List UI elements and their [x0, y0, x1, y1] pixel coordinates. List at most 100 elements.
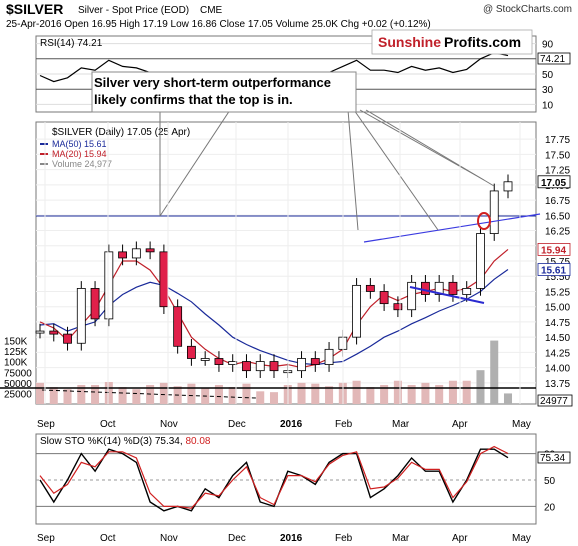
candle-body — [76, 288, 86, 344]
volume-bar — [476, 370, 485, 404]
price-tag-label: 15.94 — [541, 245, 566, 256]
sto-d-line — [39, 445, 509, 509]
x-axis-label: Feb — [335, 533, 353, 544]
x-axis-label: Dec — [228, 419, 246, 430]
volume-bar — [380, 384, 389, 404]
price-tag-label: 17.05 — [541, 178, 566, 189]
candle-body — [379, 291, 389, 305]
candle-body — [365, 284, 375, 292]
volume-bar — [49, 387, 58, 404]
candle-body — [159, 251, 169, 308]
volume-current-tag — [537, 394, 573, 407]
volume-tick-label: 150K — [4, 337, 28, 348]
price-tick-label: 14.00 — [545, 364, 570, 375]
x-axis-label: Mar — [392, 533, 410, 544]
breakout-circle — [477, 212, 491, 230]
chart-exchange: CME — [200, 5, 223, 16]
chart-name: Silver - Spot Price (EOD) — [78, 5, 189, 16]
price-tick-label: 17.75 — [545, 135, 570, 146]
quote-line: 25-Apr-2016 Open 16.95 High 17.19 Low 16… — [6, 19, 431, 30]
candle-body — [324, 348, 334, 365]
x-axis-label: Oct — [100, 533, 116, 544]
volume-tick-label: 25000 — [4, 389, 32, 400]
candle-body — [104, 251, 114, 320]
volume-current-label: 24977 — [540, 396, 568, 407]
candle-body — [118, 251, 127, 259]
volume-bar — [352, 380, 361, 404]
volume-bar — [104, 382, 113, 404]
rsi-current-label: 74.21 — [540, 54, 565, 65]
rsi-tick-label: 50 — [542, 70, 554, 81]
volume-bar — [242, 383, 251, 404]
candle-body — [49, 330, 59, 335]
price-tag-label: 15.61 — [541, 266, 566, 277]
candle-body — [145, 248, 155, 253]
annotation-text: Silver very short-term outperformance li… — [94, 75, 331, 107]
x-axis-label: Apr — [452, 533, 468, 544]
rsi-tick-label: 10 — [542, 100, 554, 111]
sto-current-tag — [537, 451, 571, 464]
volume-bar — [407, 384, 416, 404]
rsi-label: RSI(14) 74.21 — [40, 38, 103, 49]
candle-body — [489, 190, 499, 234]
copyright-text: @ StockCharts.com — [483, 4, 572, 15]
candle-body — [200, 358, 210, 361]
sto-label: Slow STO %K(14) %D(3) 75.34, 80.08 — [40, 436, 211, 447]
price-tick-label: 17.25 — [545, 166, 570, 177]
volume-bar — [366, 387, 375, 404]
volume-bar — [187, 383, 196, 404]
legend-label: MA(20) 15.94 — [52, 149, 107, 159]
x-axis-label: 2016 — [280, 533, 303, 544]
price-tick-label: 15.75 — [545, 257, 570, 268]
x-axis-label: Mar — [392, 419, 410, 430]
price-tick-label: 14.75 — [545, 318, 570, 329]
brand-part1: Sunshine — [378, 34, 441, 50]
volume-bar — [77, 384, 86, 404]
x-axis-label: May — [512, 419, 531, 430]
price-tick-label: 16.25 — [545, 227, 570, 238]
rsi-tick-label: 90 — [542, 40, 554, 51]
volume-bar — [421, 382, 430, 404]
candle-body — [269, 361, 279, 372]
price-tag-box — [537, 175, 571, 189]
candle-body — [131, 248, 141, 259]
volume-bar — [490, 340, 499, 404]
upper-trend-line — [363, 213, 541, 243]
price-tick-label: 16.50 — [545, 211, 570, 222]
candle-body — [407, 281, 417, 311]
candle-body — [393, 303, 403, 311]
price-tick-label: 15.00 — [545, 303, 570, 314]
legend-label: Volume 24,977 — [52, 159, 112, 169]
volume-tick-label: 125K — [4, 347, 28, 358]
candle-body — [462, 288, 472, 295]
volume-tick-label: 50000 — [4, 379, 32, 390]
candle-body — [242, 361, 251, 372]
candle-body — [310, 358, 320, 365]
sto-tick-label: 50 — [544, 476, 556, 487]
volume-bar — [448, 380, 457, 404]
price-tick-label: 15.25 — [545, 287, 570, 298]
candle-body — [173, 306, 183, 347]
volume-bar — [503, 393, 513, 404]
volume-bar — [214, 384, 223, 404]
sto-tick-label: 20 — [544, 502, 556, 513]
volume-bar — [325, 386, 334, 404]
x-axis-label: May — [512, 533, 531, 544]
brand-part2: Profits.com — [444, 34, 521, 50]
legend-label: MA(50) 15.61 — [52, 139, 107, 149]
sto-d-value: 80.08 — [185, 436, 210, 447]
x-axis-label: Oct — [100, 419, 116, 430]
candle-body — [434, 281, 444, 295]
support-trend-line — [409, 286, 485, 304]
volume-bar — [63, 389, 72, 404]
candle-body — [352, 284, 361, 338]
volume-bar — [228, 387, 237, 404]
candle-body — [63, 333, 72, 344]
price-tick-label: 14.25 — [545, 348, 570, 359]
x-axis-label: Feb — [335, 419, 353, 430]
candle-body — [214, 358, 224, 365]
annotation-callout: Silver very short-term outperformance li… — [91, 71, 495, 231]
price-tick-label: 14.50 — [545, 333, 570, 344]
volume-bar — [256, 391, 265, 404]
volume-bar — [297, 382, 306, 404]
